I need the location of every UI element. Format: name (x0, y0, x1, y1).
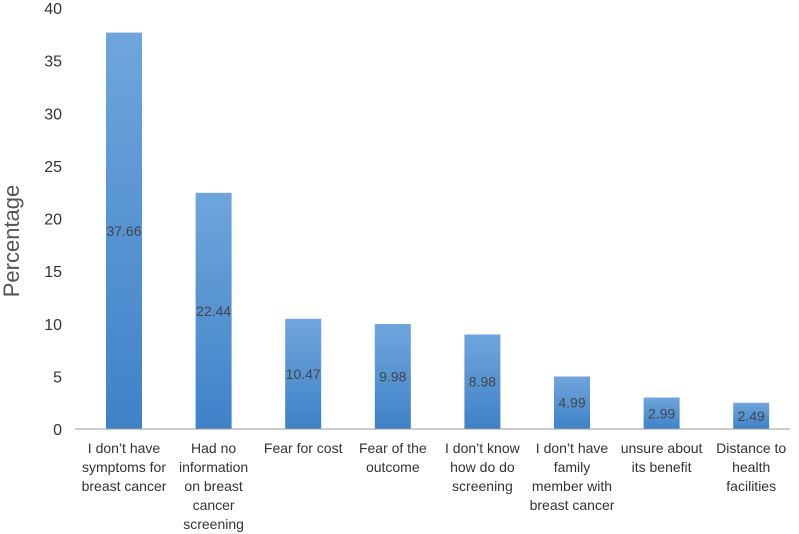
category-label: I don’t have symptoms for breast cancer (82, 440, 167, 494)
bar (643, 397, 680, 429)
bar-value-label: 9.98 (379, 368, 406, 384)
category-label-line: symptoms for (82, 459, 166, 475)
category-label-line: its benefit (632, 459, 692, 475)
category-label-line: cancer (193, 497, 235, 513)
bar-value-label: 4.99 (558, 395, 585, 411)
category-label-line: Had no (191, 440, 236, 456)
category-label-line: Fear for cost (264, 440, 343, 456)
bar (374, 323, 411, 429)
category-label-line: information (179, 459, 248, 475)
category-label: unsure about its benefit (621, 440, 703, 475)
bar (554, 376, 590, 429)
y-tick-label: 25 (44, 159, 62, 176)
category-label-line: I don’t know (445, 440, 521, 456)
bar-value-label: 37.66 (106, 223, 141, 239)
y-tick-label: 30 (44, 106, 62, 123)
category-label-line: I don’t have (88, 440, 161, 456)
bar (195, 192, 232, 429)
category-label-line: Fear of the (359, 440, 427, 456)
y-tick-label: 15 (44, 264, 62, 281)
category-labels: I don’t have symptoms for breast cancer Had… (82, 440, 787, 532)
category-label-line: screening (452, 478, 513, 494)
category-label-line: family (554, 459, 591, 475)
bar-value-label: 22.44 (196, 303, 231, 319)
category-label-line: member with (532, 478, 612, 494)
category-label-line: how do do (450, 459, 515, 475)
y-tick-label: 20 (44, 212, 62, 229)
category-label: Had no information on breast cancer screenin… (179, 440, 248, 532)
y-axis-title: Percentage (0, 185, 24, 298)
bars: 37.66 22.44 10.47 9.98 8.98 4.99 2.99 2.49 (106, 32, 770, 429)
y-tick-label: 35 (44, 54, 62, 71)
bar-value-label: 10.47 (286, 366, 321, 382)
category-label: Distance to health facilities (716, 440, 786, 494)
category-label-line: unsure about (621, 440, 703, 456)
category-label: I don’t have family member with breast canc… (530, 440, 615, 513)
category-label-line: Distance to (716, 440, 786, 456)
category-label: Fear for cost (264, 440, 343, 456)
y-tick-label: 40 (44, 1, 62, 18)
category-label-line: screening (183, 516, 244, 532)
category-label: I don’t know how do do screening (445, 440, 521, 494)
category-label-line: breast cancer (530, 497, 615, 513)
bar-value-label: 2.99 (648, 405, 675, 421)
category-label: Fear of the outcome (359, 440, 427, 475)
category-label-line: I don’t have (536, 440, 609, 456)
y-axis-ticks: 0 5 10 15 20 25 30 35 40 (44, 1, 62, 439)
bar (733, 402, 770, 429)
bar (106, 32, 142, 429)
bar-value-label: 8.98 (469, 374, 496, 390)
bar-value-label: 2.49 (738, 408, 765, 424)
category-label-line: breast cancer (82, 478, 167, 494)
y-tick-label: 0 (53, 422, 62, 439)
bar (464, 334, 501, 429)
bar (285, 318, 322, 429)
category-label-line: on breast (184, 478, 242, 494)
category-label-line: outcome (366, 459, 420, 475)
y-tick-label: 5 (53, 369, 62, 386)
y-tick-label: 10 (44, 317, 62, 334)
category-label-line: health (732, 459, 770, 475)
category-label-line: facilities (726, 478, 776, 494)
